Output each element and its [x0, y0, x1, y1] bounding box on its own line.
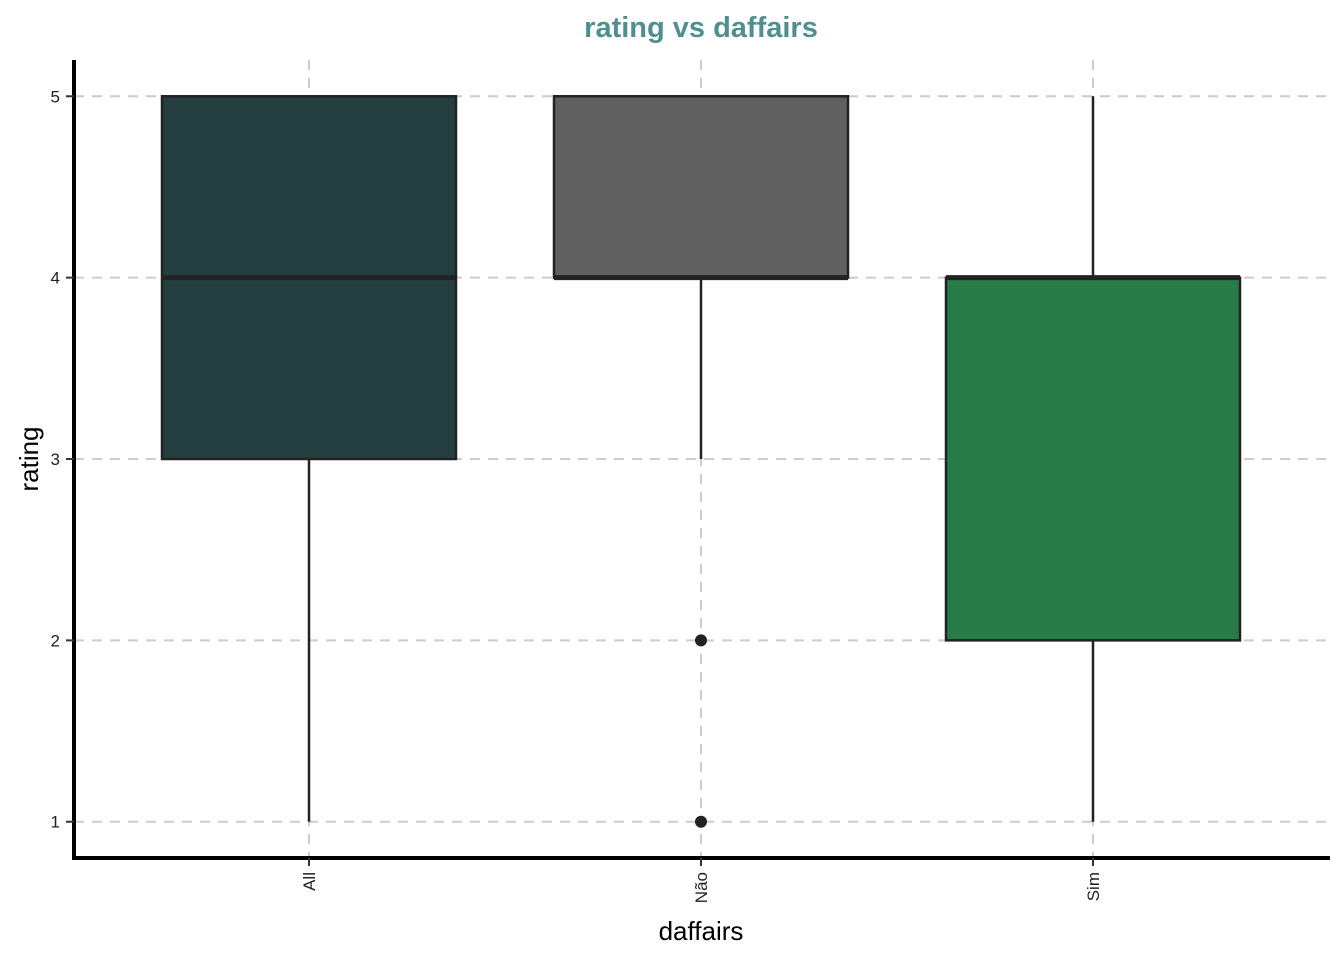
ticks: 1 2 3 4 5 All Não Sim — [51, 87, 1103, 903]
boxes — [160, 95, 1242, 828]
box-iqr — [944, 276, 1242, 642]
box-group — [552, 95, 850, 828]
x-tick-label: All — [300, 872, 319, 891]
x-tick-label: Sim — [1084, 872, 1103, 901]
x-tick-label: Não — [692, 872, 711, 903]
box-group — [160, 95, 458, 822]
y-tick-label: 2 — [51, 631, 60, 650]
y-tick-label: 5 — [51, 87, 60, 106]
chart-title: rating vs daffairs — [584, 12, 818, 44]
y-tick-label: 3 — [51, 450, 60, 469]
y-tick-label: 1 — [51, 813, 60, 832]
x-axis-title: daffairs — [659, 916, 744, 946]
outlier-point — [695, 815, 707, 828]
box-iqr — [552, 95, 850, 279]
y-axis-title: rating — [14, 426, 44, 491]
outlier-point — [695, 634, 707, 647]
y-tick-label: 4 — [51, 269, 60, 288]
box-group — [944, 96, 1242, 822]
